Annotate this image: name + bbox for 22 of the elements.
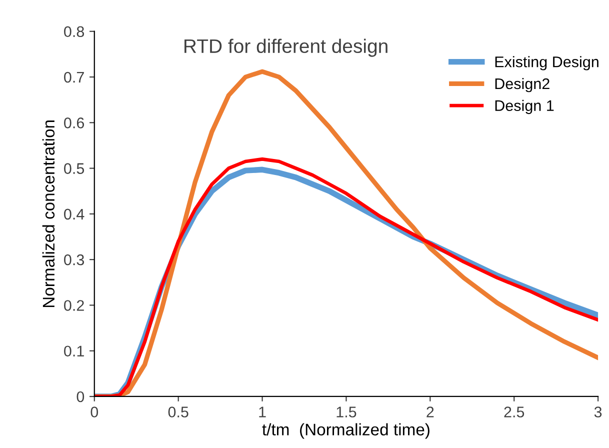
x-tick-label: 3 <box>594 406 602 418</box>
y-tick-label: 0.4 <box>64 208 84 220</box>
legend-label: Existing Design <box>495 56 598 70</box>
x-tick-label: 2.5 <box>504 406 524 418</box>
y-tick-label: 0.8 <box>64 26 84 38</box>
y-tick-label: 0.1 <box>64 346 84 357</box>
y-tick-label: 0.6 <box>64 118 84 128</box>
legend-label: Design 1 <box>495 100 554 114</box>
y-tick-label: 0.7 <box>64 72 84 83</box>
y-tick-label: 0 <box>76 391 84 402</box>
y-tick-label: 0.5 <box>64 163 84 174</box>
x-tick-label: 0.5 <box>168 406 188 418</box>
y-tick-label: 0.2 <box>64 300 84 311</box>
y-axis-title: Normalized concentration <box>42 120 55 308</box>
legend-label: Design2 <box>495 78 550 92</box>
x-tick-label: 0 <box>90 406 98 418</box>
x-tick-label: 2 <box>426 406 434 418</box>
x-tick-label: 1 <box>259 406 266 418</box>
y-tick-label: 0.3 <box>64 254 84 266</box>
x-axis-title: t/tm (Normalized time) <box>262 423 430 439</box>
x-tick-label: 1.5 <box>336 406 356 418</box>
chart-title: RTD for different design <box>184 38 388 57</box>
